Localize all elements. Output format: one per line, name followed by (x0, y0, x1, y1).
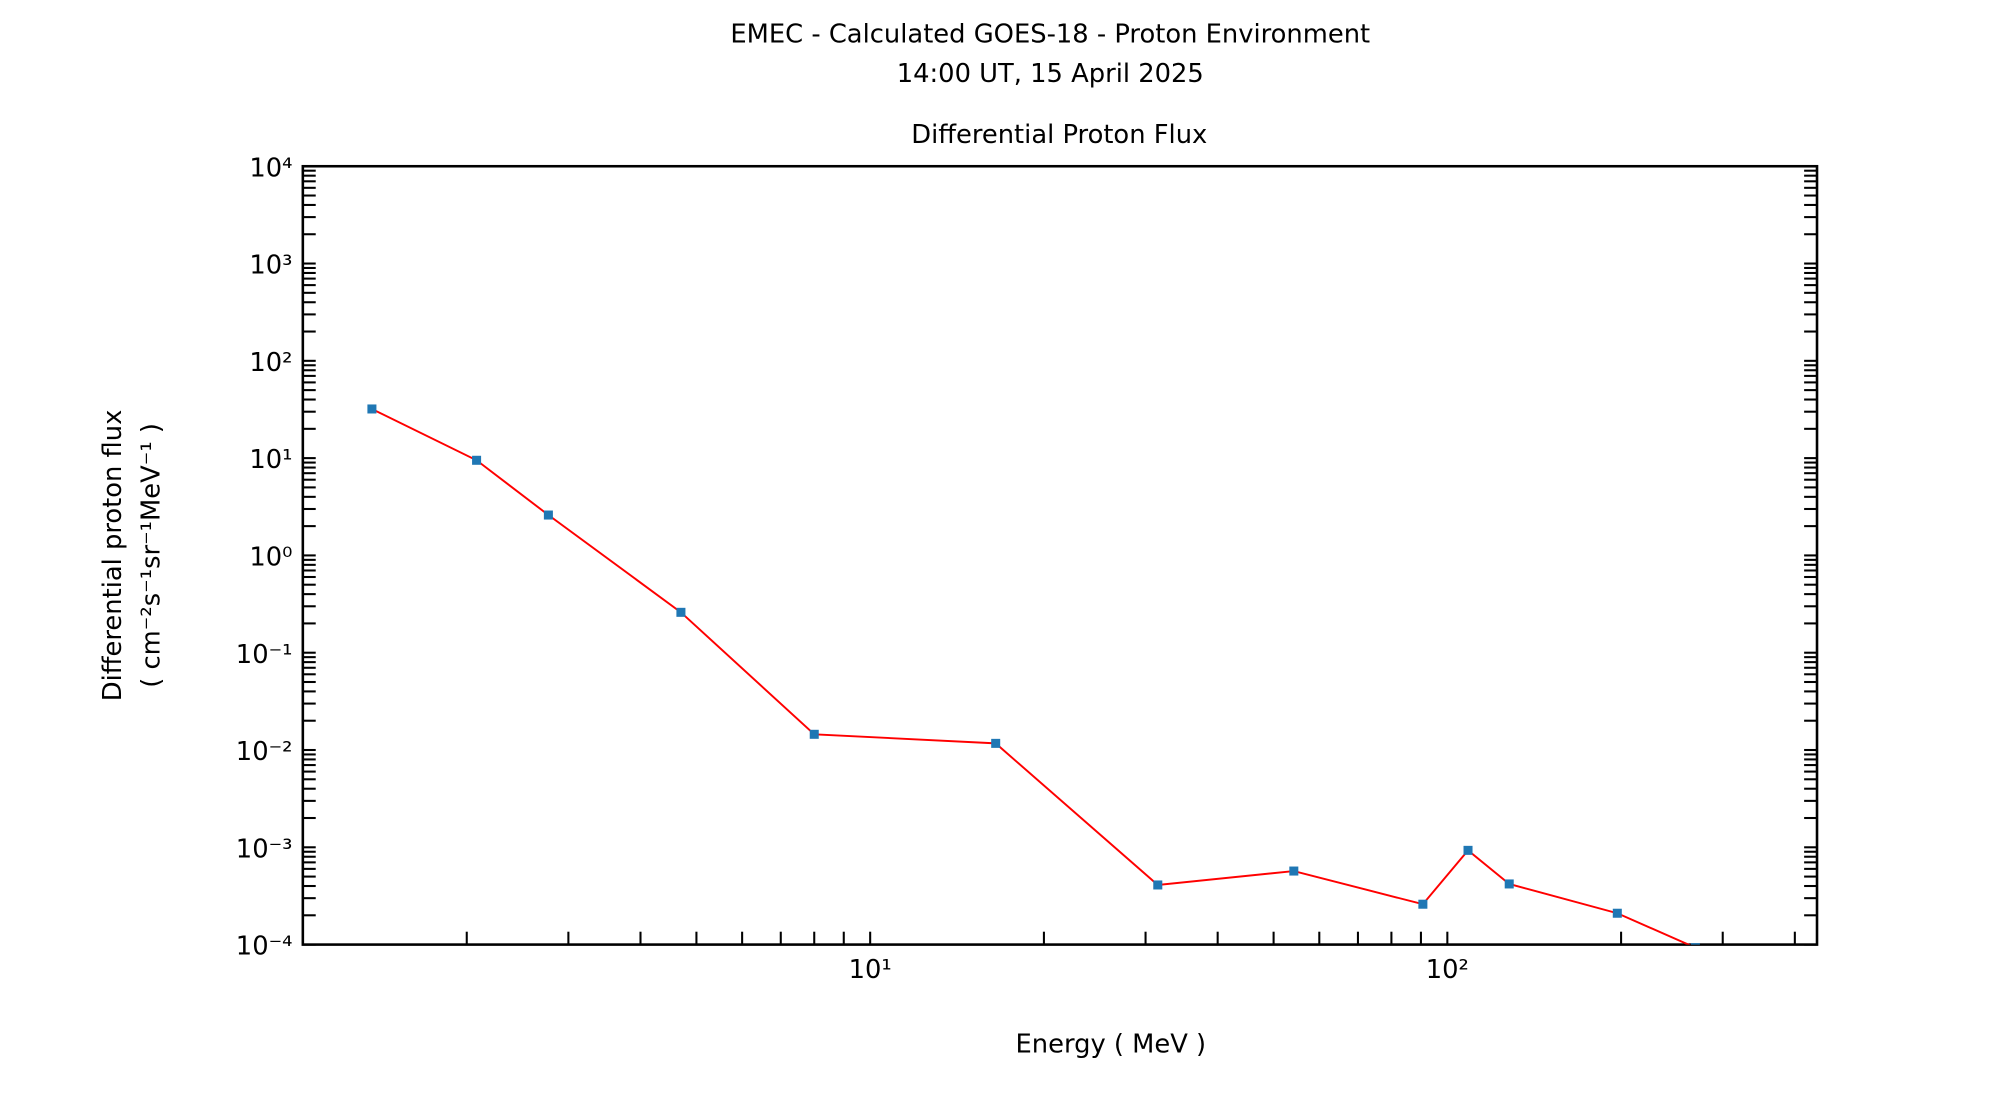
data-marker (543, 510, 553, 520)
data-marker (472, 455, 482, 465)
data-marker (991, 738, 1001, 748)
y-tick-label: 10² (249, 348, 292, 378)
data-marker (1612, 908, 1622, 918)
axes-title: Differential Proton Flux (911, 120, 1207, 150)
y-axis-label: ( cm⁻²s⁻¹sr⁻¹MeV⁻¹ ) (137, 423, 167, 688)
x-axis-label: Energy ( MeV ) (1016, 1030, 1207, 1060)
y-tick-label: 10⁰ (249, 542, 292, 572)
chart-title: EMEC - Calculated GOES-18 - Proton Envir… (730, 19, 1370, 49)
y-tick-label: 10⁻⁴ (236, 932, 293, 962)
data-marker (1418, 899, 1428, 909)
data-marker (1289, 866, 1299, 876)
x-tick-label: 10² (1426, 955, 1469, 985)
x-tick-label: 10¹ (849, 955, 892, 985)
data-marker (1153, 880, 1163, 890)
data-marker (1690, 943, 1700, 945)
data-marker (367, 404, 377, 414)
y-tick-label: 10⁻³ (236, 834, 293, 864)
y-tick-label: 10¹ (249, 445, 292, 475)
plot-area (367, 404, 1700, 945)
y-tick-label: 10⁴ (249, 153, 292, 183)
data-marker (1504, 879, 1514, 889)
plot-frame (301, 164, 1819, 946)
data-marker (809, 729, 819, 739)
y-tick-label: 10³ (249, 251, 292, 281)
y-tick-label: 10⁻² (236, 737, 293, 767)
y-tick-label: 10⁻¹ (236, 640, 293, 670)
y-axis-label: Differential proton flux (98, 410, 128, 702)
data-marker (1463, 845, 1473, 855)
chart-subtitle: 14:00 UT, 15 April 2025 (897, 59, 1204, 89)
data-line (371, 408, 1691, 945)
data-marker (676, 607, 686, 617)
